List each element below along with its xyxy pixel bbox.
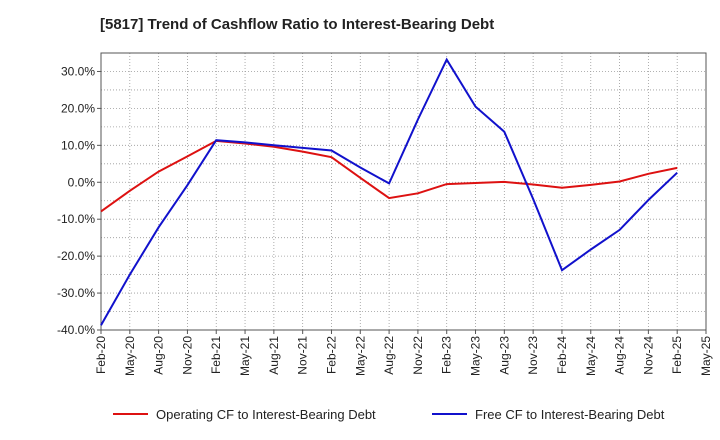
x-tick-label: Feb-21 <box>209 336 223 374</box>
y-tick-label: -10.0% <box>57 212 95 226</box>
x-tick-label: Feb-20 <box>94 336 108 374</box>
x-tick-label: Feb-25 <box>670 336 684 374</box>
x-tick-label: Aug-21 <box>267 336 281 375</box>
x-tick-label: Aug-20 <box>152 336 166 375</box>
y-tick-label: -20.0% <box>57 249 95 263</box>
y-tick-label: 30.0% <box>61 64 95 78</box>
x-tick-label: May-24 <box>584 336 598 376</box>
legend-label-operating-cf: Operating CF to Interest-Bearing Debt <box>156 407 376 422</box>
plot-area <box>101 53 706 330</box>
y-tick-label: -40.0% <box>57 323 95 337</box>
plot-border <box>100 52 707 331</box>
x-tick-label: Feb-23 <box>440 336 454 374</box>
x-tick-label: May-23 <box>469 336 483 376</box>
x-tick-label: Nov-21 <box>296 336 310 375</box>
x-tick-label: May-22 <box>353 336 367 376</box>
chart-title: [5817] Trend of Cashflow Ratio to Intere… <box>100 16 495 33</box>
x-tick-label: May-25 <box>699 336 713 376</box>
x-tick-label: Nov-24 <box>641 336 655 375</box>
x-tick-label: Feb-24 <box>555 336 569 374</box>
series-line-operating-cf <box>100 139 678 213</box>
x-tick-label: May-20 <box>123 336 137 376</box>
x-tick-label: Aug-24 <box>613 336 627 375</box>
x-tick-label: Nov-23 <box>526 336 540 375</box>
y-tick-label: 20.0% <box>61 101 95 115</box>
x-tick-label: Feb-22 <box>324 336 338 374</box>
x-tick-label: Nov-22 <box>411 336 425 375</box>
x-tick-label: Nov-20 <box>180 336 194 375</box>
x-tick-label: May-21 <box>238 336 252 376</box>
series-line-free-cf <box>100 57 678 326</box>
y-tick-label: 0.0% <box>68 175 96 189</box>
legend-label-free-cf: Free CF to Interest-Bearing Debt <box>475 407 665 422</box>
y-tick-label: -30.0% <box>57 286 95 300</box>
x-tick-label: Aug-22 <box>382 336 396 375</box>
y-tick-label: 10.0% <box>61 138 95 152</box>
x-tick-label: Aug-23 <box>497 336 511 375</box>
